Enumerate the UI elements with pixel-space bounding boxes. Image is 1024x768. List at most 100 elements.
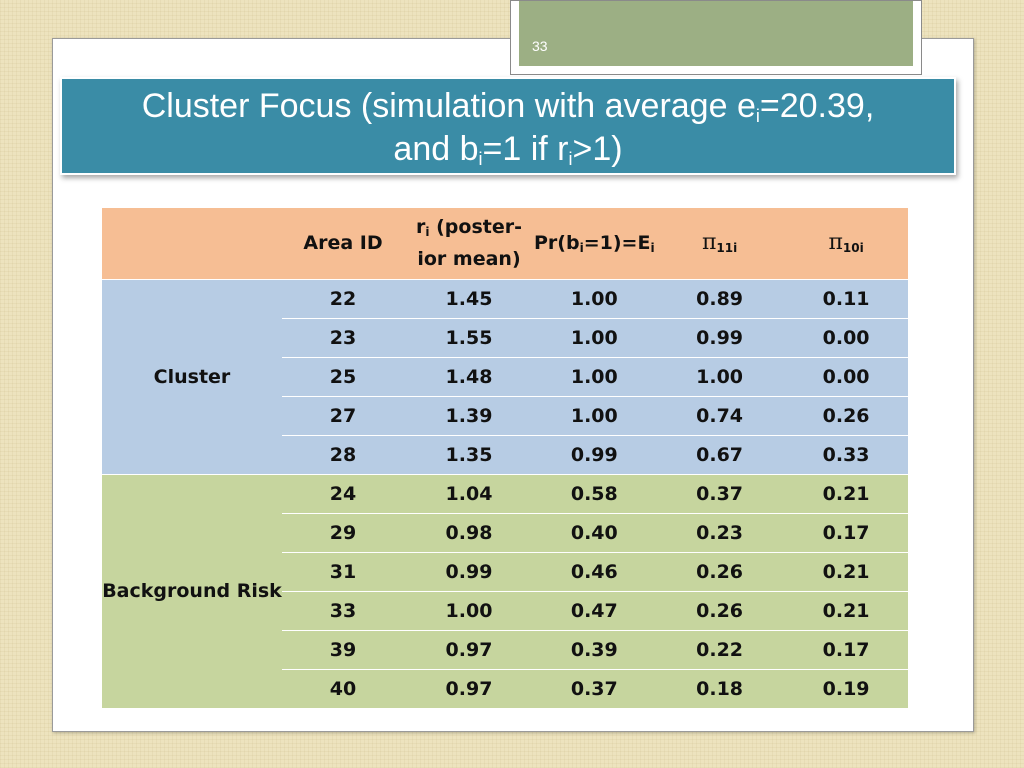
cell-pr: 1.00 (534, 318, 655, 358)
cell-pi11: 0.74 (654, 396, 785, 436)
group-label: Cluster (102, 279, 282, 474)
cell-pi11: 0.26 (654, 552, 785, 592)
cell-pi10: 0.21 (784, 473, 908, 514)
cell-r: 1.45 (404, 279, 534, 319)
cell-r: 1.55 (404, 318, 534, 358)
cell-pr: 0.58 (534, 473, 655, 514)
table-row: Cluster 22 1.45 1.00 0.89 0.11 (102, 279, 908, 474)
header-group (102, 208, 282, 280)
cell-r: 0.99 (404, 552, 534, 592)
cell-pi10: 0.00 (784, 318, 908, 358)
header-subscript: i (579, 241, 584, 256)
table-row: 23 1.55 1.00 0.99 0.00 (102, 318, 908, 358)
header-text: Pr(b (534, 232, 580, 255)
table-row: 27 1.39 1.00 0.74 0.26 (102, 396, 908, 436)
cell-area-id: 39 (282, 630, 404, 670)
cell-pr: 0.47 (534, 591, 655, 631)
cell-r: 1.48 (404, 357, 534, 397)
header-area-id: Area ID (282, 208, 404, 280)
cell-area-id: 23 (282, 318, 404, 358)
header-subscript: 10i (842, 241, 864, 256)
cell-pi11: 0.99 (654, 318, 785, 358)
pi-symbol: π (701, 230, 717, 256)
slide-title-line-1: Cluster Focus (simulation with average e… (62, 85, 954, 128)
title-subscript: i (478, 149, 483, 169)
cell-area-id: 31 (282, 552, 404, 592)
cell-pi11: 0.89 (654, 279, 785, 319)
cell-area-id: 28 (282, 435, 404, 475)
cell-pi10: 0.19 (784, 669, 908, 709)
header-subscript: 11i (716, 241, 738, 256)
table-row: 28 1.35 0.99 0.67 0.33 (102, 435, 908, 475)
header-pi-11i: π11i (654, 208, 785, 280)
header-r-posterior-mean: ri (poster-ior mean) (404, 208, 534, 280)
cell-area-id: 40 (282, 669, 404, 709)
header-subscript: i (650, 241, 655, 256)
cell-r: 1.00 (404, 591, 534, 631)
header-text: r (416, 216, 426, 239)
cell-pr: 0.40 (534, 513, 655, 553)
cell-pi11: 0.23 (654, 513, 785, 553)
cell-pr: 0.37 (534, 669, 655, 709)
page-number-tab (510, 0, 922, 75)
cell-pr: 1.00 (534, 357, 655, 397)
cell-pi10: 0.11 (784, 279, 908, 319)
group-label: Background Risk (102, 473, 282, 708)
cell-r: 0.97 (404, 669, 534, 709)
slide-title: Cluster Focus (simulation with average e… (60, 77, 956, 175)
cell-r: 1.35 (404, 435, 534, 475)
cell-area-id: 33 (282, 591, 404, 631)
slide-title-line-2: and bi=1 if ri>1) (62, 128, 954, 171)
cell-pi10: 0.33 (784, 435, 908, 475)
page-number-tab-fill (519, 1, 913, 66)
cell-area-id: 22 (282, 279, 404, 319)
table-row: 29 0.98 0.40 0.23 0.17 (102, 513, 908, 553)
cell-pr: 1.00 (534, 279, 655, 319)
results-table: Area ID ri (poster-ior mean) Pr(bi=1)=Ei… (102, 208, 908, 709)
cell-pr: 0.99 (534, 435, 655, 475)
cell-r: 1.39 (404, 396, 534, 436)
cell-pi11: 0.18 (654, 669, 785, 709)
table-header-row: Area ID ri (poster-ior mean) Pr(bi=1)=Ei… (102, 208, 908, 280)
header-text: ior mean) (417, 248, 521, 271)
page-number: 33 (532, 38, 548, 54)
table-row: 31 0.99 0.46 0.26 0.21 (102, 552, 908, 592)
cell-r: 0.97 (404, 630, 534, 670)
table-row: 33 1.00 0.47 0.26 0.21 (102, 591, 908, 631)
cell-pi10: 0.21 (784, 552, 908, 592)
cell-pi10: 0.17 (784, 630, 908, 670)
title-subscript: i (755, 106, 760, 126)
title-text: =1 if r (482, 130, 569, 168)
cell-area-id: 25 (282, 357, 404, 397)
cell-pi10: 0.17 (784, 513, 908, 553)
table-row: 40 0.97 0.37 0.18 0.19 (102, 669, 908, 709)
cell-pi11: 0.37 (654, 473, 785, 514)
header-text: (poster- (429, 216, 522, 239)
header-text: =1)=E (583, 232, 651, 255)
table-body: Cluster 22 1.45 1.00 0.89 0.11 23 1.55 1.00 0.99 0… (102, 279, 908, 709)
title-text: Cluster Focus (simulation with average e (141, 87, 756, 125)
title-text: =20.39, (759, 87, 875, 125)
title-text: >1) (572, 130, 623, 168)
table-row: Background Risk 24 1.04 0.58 0.37 0.21 (102, 473, 908, 708)
title-subscript: i (568, 149, 573, 169)
header-subscript: i (425, 225, 430, 240)
cell-area-id: 29 (282, 513, 404, 553)
header-pr-b: Pr(bi=1)=Ei (534, 208, 655, 280)
cell-pr: 1.00 (534, 396, 655, 436)
table-row: 25 1.48 1.00 1.00 0.00 (102, 357, 908, 397)
cell-r: 0.98 (404, 513, 534, 553)
cell-pi11: 0.22 (654, 630, 785, 670)
cell-r: 1.04 (404, 473, 534, 514)
cell-area-id: 24 (282, 473, 404, 514)
cell-pi10: 0.21 (784, 591, 908, 631)
header-pi-10i: π10i (784, 208, 908, 280)
cell-pr: 0.46 (534, 552, 655, 592)
cell-pi11: 0.67 (654, 435, 785, 475)
cell-pr: 0.39 (534, 630, 655, 670)
pi-symbol: π (828, 230, 843, 256)
cell-area-id: 27 (282, 396, 404, 436)
cell-pi10: 0.26 (784, 396, 908, 436)
cell-pi11: 1.00 (654, 357, 785, 397)
cell-pi10: 0.00 (784, 357, 908, 397)
